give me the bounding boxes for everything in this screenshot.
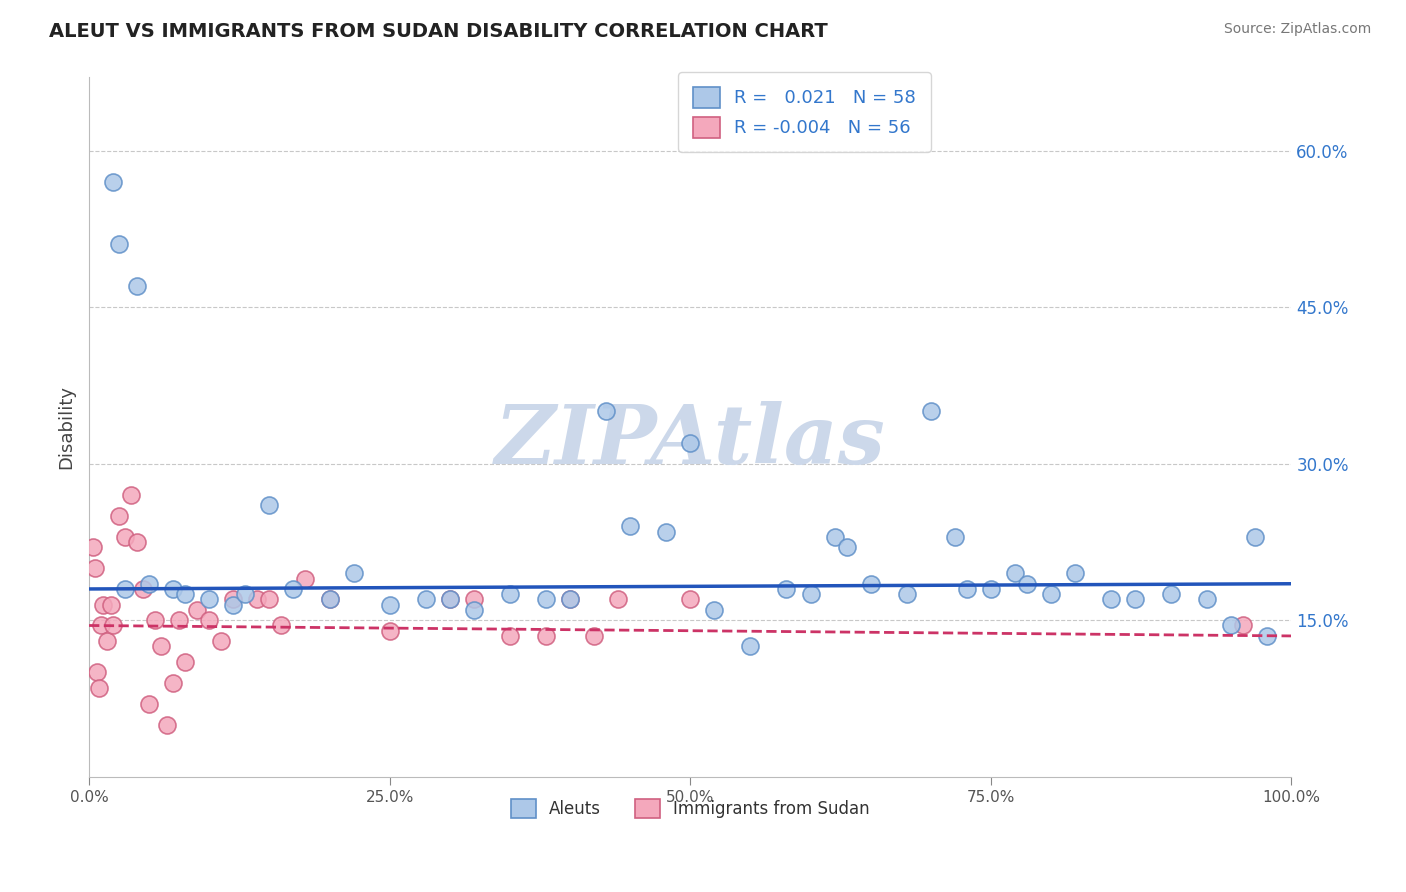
Point	[1232, 618, 1254, 632]
Point	[943, 530, 966, 544]
Point	[920, 404, 942, 418]
Point	[294, 572, 316, 586]
Point	[558, 592, 581, 607]
Point	[108, 237, 131, 252]
Point	[101, 175, 124, 189]
Point	[980, 582, 1002, 596]
Point	[93, 598, 115, 612]
Y-axis label: Disability: Disability	[58, 385, 75, 469]
Point	[143, 613, 166, 627]
Point	[1220, 618, 1243, 632]
Point	[156, 717, 179, 731]
Point	[101, 618, 124, 632]
Point	[775, 582, 797, 596]
Point	[342, 566, 364, 581]
Point	[835, 540, 858, 554]
Point	[174, 655, 197, 669]
Point	[595, 404, 617, 418]
Point	[198, 613, 221, 627]
Point	[259, 592, 281, 607]
Point	[1064, 566, 1087, 581]
Point	[1099, 592, 1122, 607]
Point	[1244, 530, 1267, 544]
Point	[167, 613, 190, 627]
Point	[114, 582, 136, 596]
Point	[896, 587, 918, 601]
Point	[150, 640, 173, 654]
Text: ZIPAtlas: ZIPAtlas	[495, 401, 886, 481]
Point	[1039, 587, 1062, 601]
Point	[209, 634, 232, 648]
Point	[186, 603, 208, 617]
Point	[235, 587, 257, 601]
Point	[956, 582, 979, 596]
Point	[174, 587, 197, 601]
Point	[740, 640, 762, 654]
Point	[655, 524, 678, 539]
Point	[679, 592, 702, 607]
Point	[138, 697, 160, 711]
Point	[86, 665, 108, 680]
Point	[127, 279, 149, 293]
Point	[499, 629, 522, 643]
Point	[463, 592, 485, 607]
Point	[246, 592, 269, 607]
Point	[1197, 592, 1219, 607]
Point	[607, 592, 630, 607]
Point	[132, 582, 155, 596]
Point	[108, 508, 131, 523]
Text: Source: ZipAtlas.com: Source: ZipAtlas.com	[1223, 22, 1371, 37]
Point	[859, 576, 882, 591]
Point	[198, 592, 221, 607]
Text: ALEUT VS IMMIGRANTS FROM SUDAN DISABILITY CORRELATION CHART: ALEUT VS IMMIGRANTS FROM SUDAN DISABILIT…	[49, 22, 828, 41]
Point	[162, 582, 184, 596]
Point	[162, 676, 184, 690]
Point	[1015, 576, 1038, 591]
Point	[96, 634, 118, 648]
Point	[1256, 629, 1278, 643]
Point	[138, 576, 160, 591]
Point	[1123, 592, 1146, 607]
Point	[222, 598, 245, 612]
Point	[583, 629, 606, 643]
Point	[378, 624, 401, 638]
Point	[114, 530, 136, 544]
Point	[82, 540, 104, 554]
Point	[534, 629, 557, 643]
Point	[90, 618, 112, 632]
Point	[824, 530, 846, 544]
Point	[120, 488, 142, 502]
Point	[439, 592, 461, 607]
Point	[1160, 587, 1182, 601]
Point	[703, 603, 725, 617]
Point	[270, 618, 292, 632]
Point	[799, 587, 821, 601]
Point	[283, 582, 305, 596]
Point	[100, 598, 122, 612]
Point	[378, 598, 401, 612]
Point	[318, 592, 340, 607]
Point	[1004, 566, 1026, 581]
Point	[259, 499, 281, 513]
Point	[619, 519, 641, 533]
Legend: Aleuts, Immigrants from Sudan: Aleuts, Immigrants from Sudan	[505, 792, 876, 824]
Point	[127, 535, 149, 549]
Point	[463, 603, 485, 617]
Point	[84, 561, 107, 575]
Point	[534, 592, 557, 607]
Point	[439, 592, 461, 607]
Point	[87, 681, 110, 695]
Point	[679, 435, 702, 450]
Point	[499, 587, 522, 601]
Point	[558, 592, 581, 607]
Point	[318, 592, 340, 607]
Point	[222, 592, 245, 607]
Point	[415, 592, 437, 607]
